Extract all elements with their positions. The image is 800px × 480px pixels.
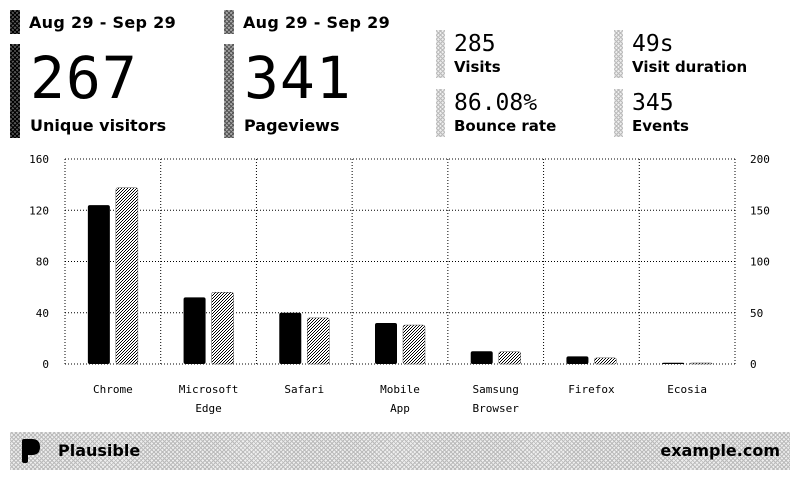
bar-current [662,362,685,364]
pageviews-bar [224,44,234,138]
x-category-label: App [390,402,410,415]
visit-duration-card: 49s Visit duration [614,30,784,78]
visit-duration-value: 49s [632,31,674,57]
pageviews-label: Pageviews [244,116,340,135]
x-category-label: Samsung [473,383,519,396]
bounce-rate-bar [436,89,445,137]
visits-value: 285 [454,31,496,57]
x-category-label: Edge [195,402,222,415]
x-axis: Chrome Microsoft Edge Safari Mobile App Samsun… [93,383,707,415]
previous-period-range: Aug 29 - Sep 29 [243,12,391,32]
bar-current [279,312,302,364]
footer-bar: Plausible example.com [10,432,790,470]
plausible-logo-icon [22,439,40,463]
x-category-label: Safari [284,383,324,396]
x-category-label: Microsoft [179,383,239,396]
browser-bar-chart: 0 40 80 120 160 0 50 100 150 200 Chrome Microsoft… [29,153,770,415]
visit-duration-bar [614,30,623,78]
current-period-range: Aug 29 - Sep 29 [29,12,177,32]
visits-label: Visits [454,58,501,76]
visit-duration-label: Visit duration [632,58,748,76]
x-category-label: Chrome [93,383,133,396]
x-category-label: Mobile [380,383,420,396]
y-right-tick-label: 200 [750,153,770,166]
y-left-tick-label: 160 [29,153,49,166]
y-axis-right: 0 50 100 150 200 [750,153,770,371]
visits-card: 285 Visits [436,30,606,78]
site-domain: example.com [660,441,780,460]
current-period-header: Aug 29 - Sep 29 [10,10,176,34]
bar-previous [402,324,426,365]
bar-current [183,297,206,364]
x-category-label: Browser [473,402,520,415]
bounce-rate-label: Bounce rate [454,117,557,135]
chart-bars [87,187,713,365]
bounce-rate-card: 86.08% Bounce rate [436,89,606,137]
x-category-label: Firefox [568,383,615,396]
bar-previous [689,362,713,365]
y-left-tick-label: 80 [36,256,49,269]
y-axis-left: 0 40 80 120 160 [29,153,49,371]
bar-previous [307,317,330,365]
y-right-tick-label: 150 [750,204,770,217]
events-value: 345 [632,90,674,116]
x-category-label: Ecosia [667,383,707,396]
bar-current [87,205,110,364]
pageviews-value: 341 [244,44,352,112]
bar-current [375,323,397,364]
y-left-tick-label: 120 [29,204,49,217]
unique-visitors-card: 267 Unique visitors [10,44,210,138]
events-label: Events [632,117,689,135]
previous-period-header: Aug 29 - Sep 29 [224,10,390,34]
bar-current [566,356,589,364]
unique-visitors-value: 267 [30,44,138,112]
y-right-tick-label: 100 [750,256,770,269]
previous-period-swatch [224,10,234,34]
unique-visitors-label: Unique visitors [30,116,167,135]
pageviews-card: 341 Pageviews [224,44,424,138]
events-bar [614,89,623,137]
visits-bar [436,30,445,78]
bar-current [470,351,493,364]
bar-previous [594,357,617,365]
bar-previous [211,292,234,365]
unique-visitors-bar [10,44,20,138]
current-period-swatch [10,10,20,34]
bounce-rate-value: 86.08% [454,90,538,116]
brand-name: Plausible [58,441,141,460]
y-left-tick-label: 40 [36,307,49,320]
events-card: 345 Events [614,89,784,137]
bar-previous [498,351,521,365]
chart-grid [64,158,736,365]
y-right-tick-label: 50 [750,307,763,320]
bar-previous [115,187,139,365]
y-right-tick-label: 0 [750,358,757,371]
y-left-tick-label: 0 [42,358,49,371]
